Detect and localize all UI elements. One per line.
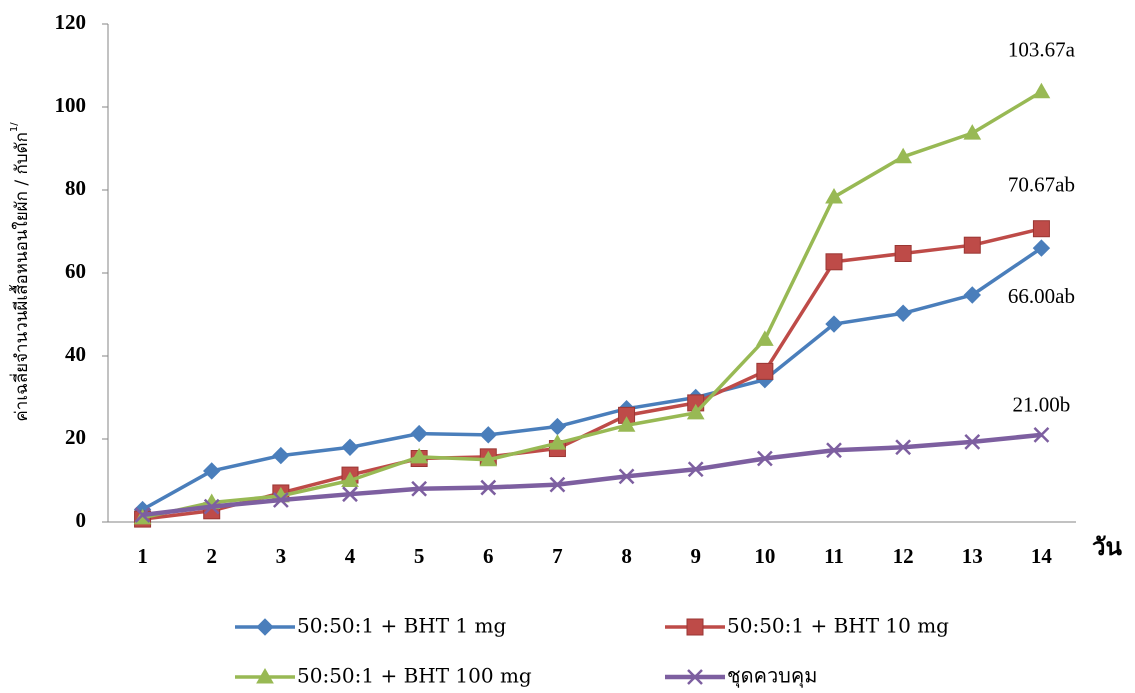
y-label-superscript: 1/ (9, 122, 20, 132)
data-label: 21.00b (1013, 393, 1071, 417)
x-tick-label: 1 (137, 544, 148, 568)
point-marker (480, 427, 496, 443)
x-tick-label: 4 (345, 544, 356, 568)
x-axis-label: วัน (1092, 533, 1122, 561)
chart: ค่าเฉลี่ยจำนวนผีเสื้อหนอนใยผัก / กับดัก1… (0, 0, 1135, 693)
legend-label: ชุดควบคุม (727, 664, 817, 689)
point-marker (549, 419, 565, 435)
point-marker (895, 245, 911, 261)
x-tick-label: 7 (552, 544, 563, 568)
point-marker (1033, 221, 1049, 237)
point-marker (204, 463, 220, 479)
legend-label: 50:50:1 + BHT 100 mg (297, 664, 532, 688)
data-label: 66.00ab (1008, 284, 1075, 308)
point-marker (826, 189, 842, 203)
series-line (143, 229, 1042, 519)
point-marker (757, 363, 773, 379)
point-marker (1033, 84, 1049, 98)
x-tick-label: 14 (1031, 544, 1053, 568)
x-tick-label: 6 (483, 544, 494, 568)
x-tick-label: 3 (276, 544, 287, 568)
x-tick-label: 8 (621, 544, 632, 568)
point-marker (757, 331, 773, 345)
point-marker (342, 439, 358, 455)
y-axis-label: ค่าเฉลี่ยจำนวนผีเสื้อหนอนใยผัก / กับดัก1… (9, 122, 32, 422)
point-marker (895, 305, 911, 321)
legend-marker (257, 619, 273, 635)
x-tick-label: 10 (754, 544, 775, 568)
y-tick-label: 20 (65, 425, 86, 449)
point-marker (964, 125, 980, 139)
point-marker (826, 254, 842, 270)
y-tick-label: 40 (65, 342, 86, 366)
series-line (143, 248, 1042, 509)
x-tick-label: 2 (206, 544, 217, 568)
y-tick-label: 60 (65, 259, 86, 283)
legend-marker (687, 619, 703, 635)
legend-label: 50:50:1 + BHT 10 mg (727, 614, 949, 638)
x-tick-label: 11 (824, 544, 844, 568)
y-label-text: ค่าเฉลี่ยจำนวนผีเสื้อหนอนใยผัก / กับดัก (9, 132, 32, 421)
x-tick-label: 9 (690, 544, 701, 568)
point-marker (273, 448, 289, 464)
y-tick-label: 100 (55, 93, 87, 117)
data-label: 70.67ab (1008, 173, 1075, 197)
legend-label: 50:50:1 + BHT 1 mg (297, 614, 506, 638)
y-tick-label: 0 (76, 508, 87, 532)
x-tick-label: 13 (962, 544, 983, 568)
x-tick-label: 5 (414, 544, 425, 568)
point-marker (411, 426, 427, 442)
data-label: 103.67a (1008, 38, 1076, 62)
y-tick-label: 120 (55, 10, 87, 34)
x-tick-label: 12 (893, 544, 914, 568)
y-tick-label: 80 (65, 176, 86, 200)
point-marker (964, 237, 980, 253)
